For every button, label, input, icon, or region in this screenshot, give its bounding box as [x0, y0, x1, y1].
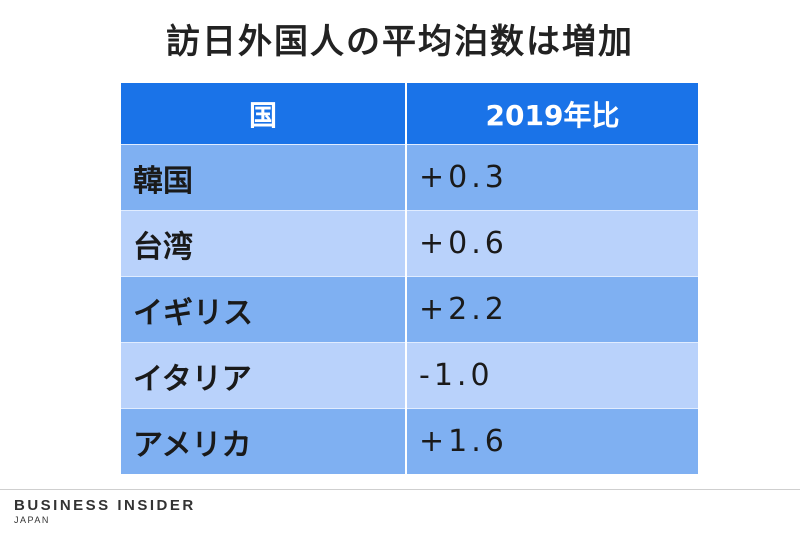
- table-header-row: 国 2019年比: [121, 83, 698, 145]
- table-row: 韓国 +0.3: [121, 144, 698, 211]
- change-cell: -1.0: [405, 342, 698, 409]
- table-row: イギリス +2.2: [121, 276, 698, 343]
- country-cell: アメリカ: [121, 408, 406, 474]
- change-cell: +1.6: [405, 408, 698, 474]
- country-cell: イギリス: [121, 276, 406, 343]
- column-header-country: 国: [121, 83, 406, 145]
- country-cell: 韓国: [121, 144, 406, 211]
- country-cell: イタリア: [121, 342, 406, 409]
- table-row: 台湾 +0.6: [121, 210, 698, 277]
- logo-sub-text: JAPAN: [14, 515, 50, 525]
- page-title: 訪日外国人の平均泊数は増加: [166, 22, 634, 62]
- column-header-change: 2019年比: [405, 83, 698, 145]
- change-cell: +2.2: [405, 276, 698, 343]
- business-insider-logo: BUSINESS INSIDER JAPAN: [14, 497, 196, 525]
- table-row: イタリア -1.0: [121, 342, 698, 409]
- logo-main-text: BUSINESS INSIDER: [14, 497, 196, 514]
- change-cell: +0.6: [405, 210, 698, 277]
- change-cell: +0.3: [405, 144, 698, 211]
- country-cell: 台湾: [121, 210, 406, 277]
- data-table: 国 2019年比 韓国 +0.3 台湾 +0.6 イギリス +2.2 イタリア …: [121, 83, 698, 474]
- footer-divider: [0, 489, 800, 490]
- table-row: アメリカ +1.6: [121, 408, 698, 474]
